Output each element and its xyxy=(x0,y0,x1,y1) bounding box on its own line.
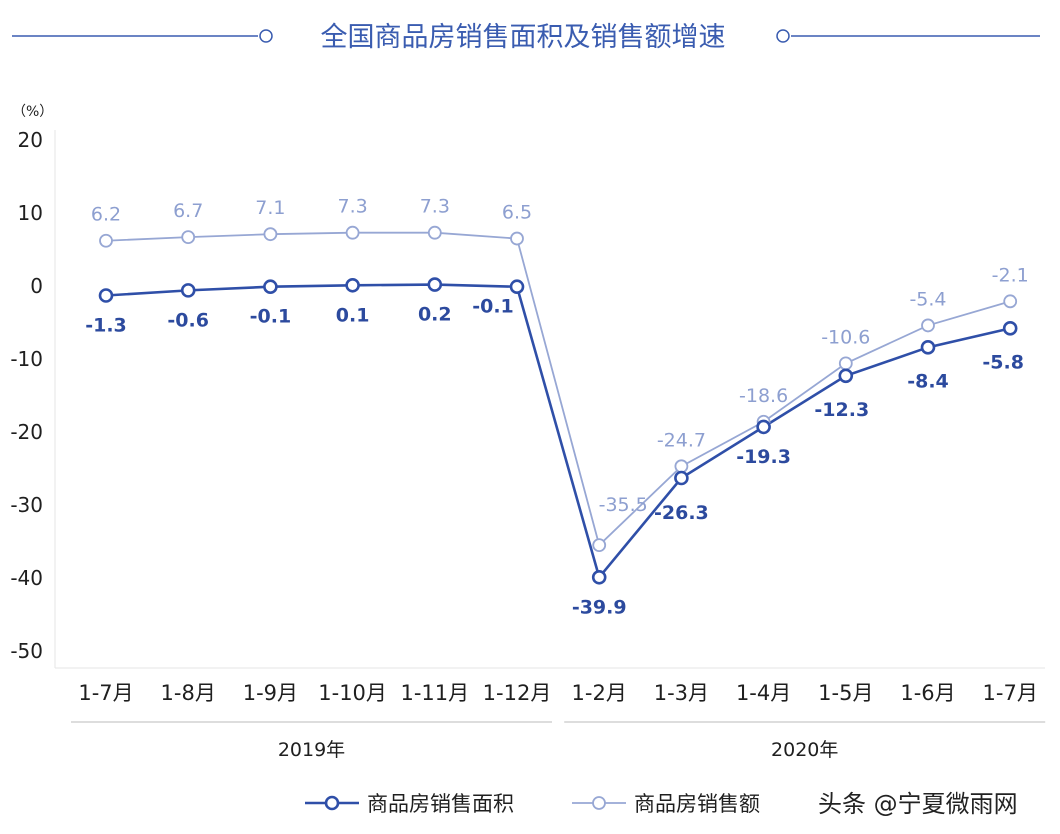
y-tick-label: -50 xyxy=(10,639,43,663)
point-area xyxy=(920,340,936,355)
x-axis-groups: 2019年 2020年 xyxy=(71,721,1046,761)
data-label-amount: -10.6 xyxy=(821,326,870,348)
data-label-area: -0.1 xyxy=(250,306,292,328)
point-amount xyxy=(99,233,113,248)
point-amount xyxy=(674,459,689,474)
series-points xyxy=(98,225,1018,585)
data-label-area: -5.8 xyxy=(982,351,1024,373)
data-label-area: -26.3 xyxy=(654,502,709,524)
series-lines xyxy=(105,231,1011,581)
data-label-amount: -18.6 xyxy=(739,385,788,407)
point-amount xyxy=(510,231,524,246)
point-area xyxy=(838,368,854,384)
data-label-amount: 6.5 xyxy=(502,202,532,224)
point-area xyxy=(427,277,443,292)
data-label-area: -39.9 xyxy=(572,596,627,618)
series-labels: 6.2 6.7 7.1 7.3 7.3 6.5 -35.5 -24.7 -18.6 -10.6 -5… xyxy=(85,196,1029,619)
x-tick-label: 1-12月 xyxy=(483,681,552,705)
data-label-area: -0.1 xyxy=(472,296,514,318)
legend: 商品房销售面积 商品房销售额 xyxy=(305,792,760,816)
x-tick-label: 1-4月 xyxy=(736,681,791,705)
data-label-amount: -5.4 xyxy=(909,288,946,310)
data-label-area: -1.3 xyxy=(85,314,127,336)
x-tick-label: 1-7月 xyxy=(78,681,133,705)
x-tick-label: 1-8月 xyxy=(161,681,216,705)
y-tick-label: -30 xyxy=(10,493,43,517)
point-amount xyxy=(592,538,607,553)
y-axis-ticks: 20 10 0 -10 -20 -30 -40 -50 xyxy=(10,128,43,663)
point-area xyxy=(345,277,360,293)
chart-title: 全国商品房销售面积及销售额增速 xyxy=(321,22,726,53)
group-label: 2019年 xyxy=(278,739,345,761)
title-ornament-left xyxy=(259,29,273,43)
chart-title-group: 全国商品房销售面积及销售额增速 xyxy=(12,22,1040,53)
point-amount xyxy=(181,230,196,244)
y-tick-label: -20 xyxy=(10,420,43,444)
x-tick-label: 1-10月 xyxy=(318,681,387,705)
data-label-amount: 7.3 xyxy=(420,196,450,218)
data-label-area: -8.4 xyxy=(907,370,949,392)
data-label-amount: 7.1 xyxy=(255,197,285,219)
x-tick-label: 1-5月 xyxy=(818,681,873,705)
x-tick-label: 1-7月 xyxy=(983,681,1038,705)
watermark-text: 头条 @宁夏微雨网 xyxy=(818,790,1018,818)
point-amount xyxy=(427,225,442,240)
point-area xyxy=(756,419,771,435)
point-area xyxy=(180,283,196,298)
point-amount xyxy=(263,227,278,242)
x-tick-label: 1-3月 xyxy=(654,681,709,705)
x-tick-label: 1-6月 xyxy=(900,681,955,705)
point-area xyxy=(263,279,278,295)
point-area xyxy=(98,288,114,303)
data-label-amount: 6.7 xyxy=(173,200,203,222)
series-line-amount xyxy=(105,231,1011,547)
y-tick-label: 20 xyxy=(18,128,43,152)
legend-label-amount: 商品房销售额 xyxy=(634,792,760,816)
point-amount xyxy=(921,318,935,333)
point-area xyxy=(591,569,607,585)
point-amount xyxy=(345,225,360,240)
data-label-amount: -2.1 xyxy=(992,264,1029,286)
y-tick-label: -10 xyxy=(10,347,43,371)
y-tick-label: 10 xyxy=(18,201,43,225)
point-amount xyxy=(1003,294,1018,309)
data-label-amount: 7.3 xyxy=(337,196,367,218)
data-label-area: 0.2 xyxy=(418,304,452,326)
y-tick-label: 0 xyxy=(30,274,43,298)
y-tick-label: -40 xyxy=(10,566,43,590)
x-axis-ticks: 1-7月 1-8月 1-9月 1-10月 1-11月 1-12月 1-2月 1-3月 1-4月 1… xyxy=(78,681,1038,705)
group-label: 2020年 xyxy=(771,739,838,761)
series-line-area xyxy=(105,283,1011,581)
data-label-amount: 6.2 xyxy=(91,204,121,226)
data-label-area: -12.3 xyxy=(814,399,869,421)
legend-label-area: 商品房销售面积 xyxy=(367,792,514,816)
x-tick-label: 1-9月 xyxy=(243,681,298,705)
point-amount xyxy=(838,356,853,371)
point-area xyxy=(674,470,689,486)
legend-marker-amount xyxy=(592,796,606,810)
point-area xyxy=(509,279,525,295)
data-label-area: -0.6 xyxy=(167,309,209,331)
data-label-amount: -35.5 xyxy=(599,494,648,516)
title-ornament-right xyxy=(776,29,790,43)
data-label-amount: -24.7 xyxy=(657,429,706,451)
legend-marker-area xyxy=(324,795,340,811)
x-tick-label: 1-11月 xyxy=(400,681,469,705)
x-tick-label: 1-2月 xyxy=(572,681,627,705)
point-area xyxy=(1002,321,1018,336)
data-label-area: 0.1 xyxy=(336,304,370,326)
y-unit-label: （%） xyxy=(12,104,53,120)
data-label-area: -19.3 xyxy=(736,446,791,468)
